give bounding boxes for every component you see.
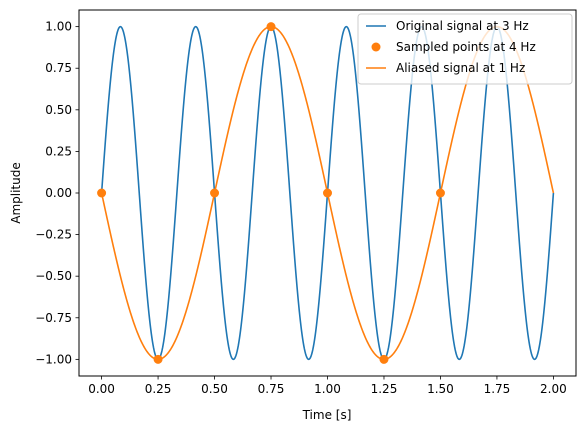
y-axis-label: Amplitude <box>9 162 23 224</box>
legend-label: Aliased signal at 1 Hz <box>396 61 525 75</box>
legend-label: Sampled points at 4 Hz <box>396 40 536 54</box>
x-tick-label: 0.50 <box>201 382 228 396</box>
x-axis: 0.00 0.25 0.50 0.75 1.00 1.25 1.50 1.75 2.00 <box>88 376 567 396</box>
sample-point <box>435 188 445 198</box>
sample-point <box>210 188 220 198</box>
x-tick-label: 0.25 <box>145 382 172 396</box>
x-tick-label: 1.00 <box>314 382 341 396</box>
sample-point <box>153 354 163 364</box>
y-tick-label: −0.75 <box>35 311 72 325</box>
y-tick-label: −1.00 <box>35 352 72 366</box>
legend: Original signal at 3 Hz Sampled points at… <box>357 13 573 85</box>
y-tick-label: 0.50 <box>45 103 72 117</box>
sample-point <box>97 188 107 198</box>
y-tick-label: 1.00 <box>45 20 72 34</box>
sample-point <box>379 354 389 364</box>
y-tick-label: 0.00 <box>45 186 72 200</box>
x-tick-label: 2.00 <box>540 382 567 396</box>
y-tick-label: 0.75 <box>45 61 72 75</box>
x-tick-label: 1.50 <box>427 382 454 396</box>
y-tick-label: 0.25 <box>45 144 72 158</box>
legend-label: Original signal at 3 Hz <box>396 19 529 33</box>
x-tick-label: 1.75 <box>484 382 511 396</box>
x-tick-label: 0.75 <box>258 382 285 396</box>
x-tick-label: 1.25 <box>371 382 398 396</box>
x-tick-label: 0.00 <box>88 382 115 396</box>
legend-swatch <box>371 42 381 52</box>
x-axis-label: Time [s] <box>302 408 352 422</box>
legend-box <box>357 13 573 85</box>
y-tick-label: −0.50 <box>35 269 72 283</box>
y-axis: −1.00 −0.75 −0.50 −0.25 0.00 0.25 0.50 0.75 1.00 <box>35 20 79 366</box>
sample-point <box>323 188 332 198</box>
y-tick-label: −0.25 <box>35 228 72 242</box>
sample-point <box>266 22 276 32</box>
